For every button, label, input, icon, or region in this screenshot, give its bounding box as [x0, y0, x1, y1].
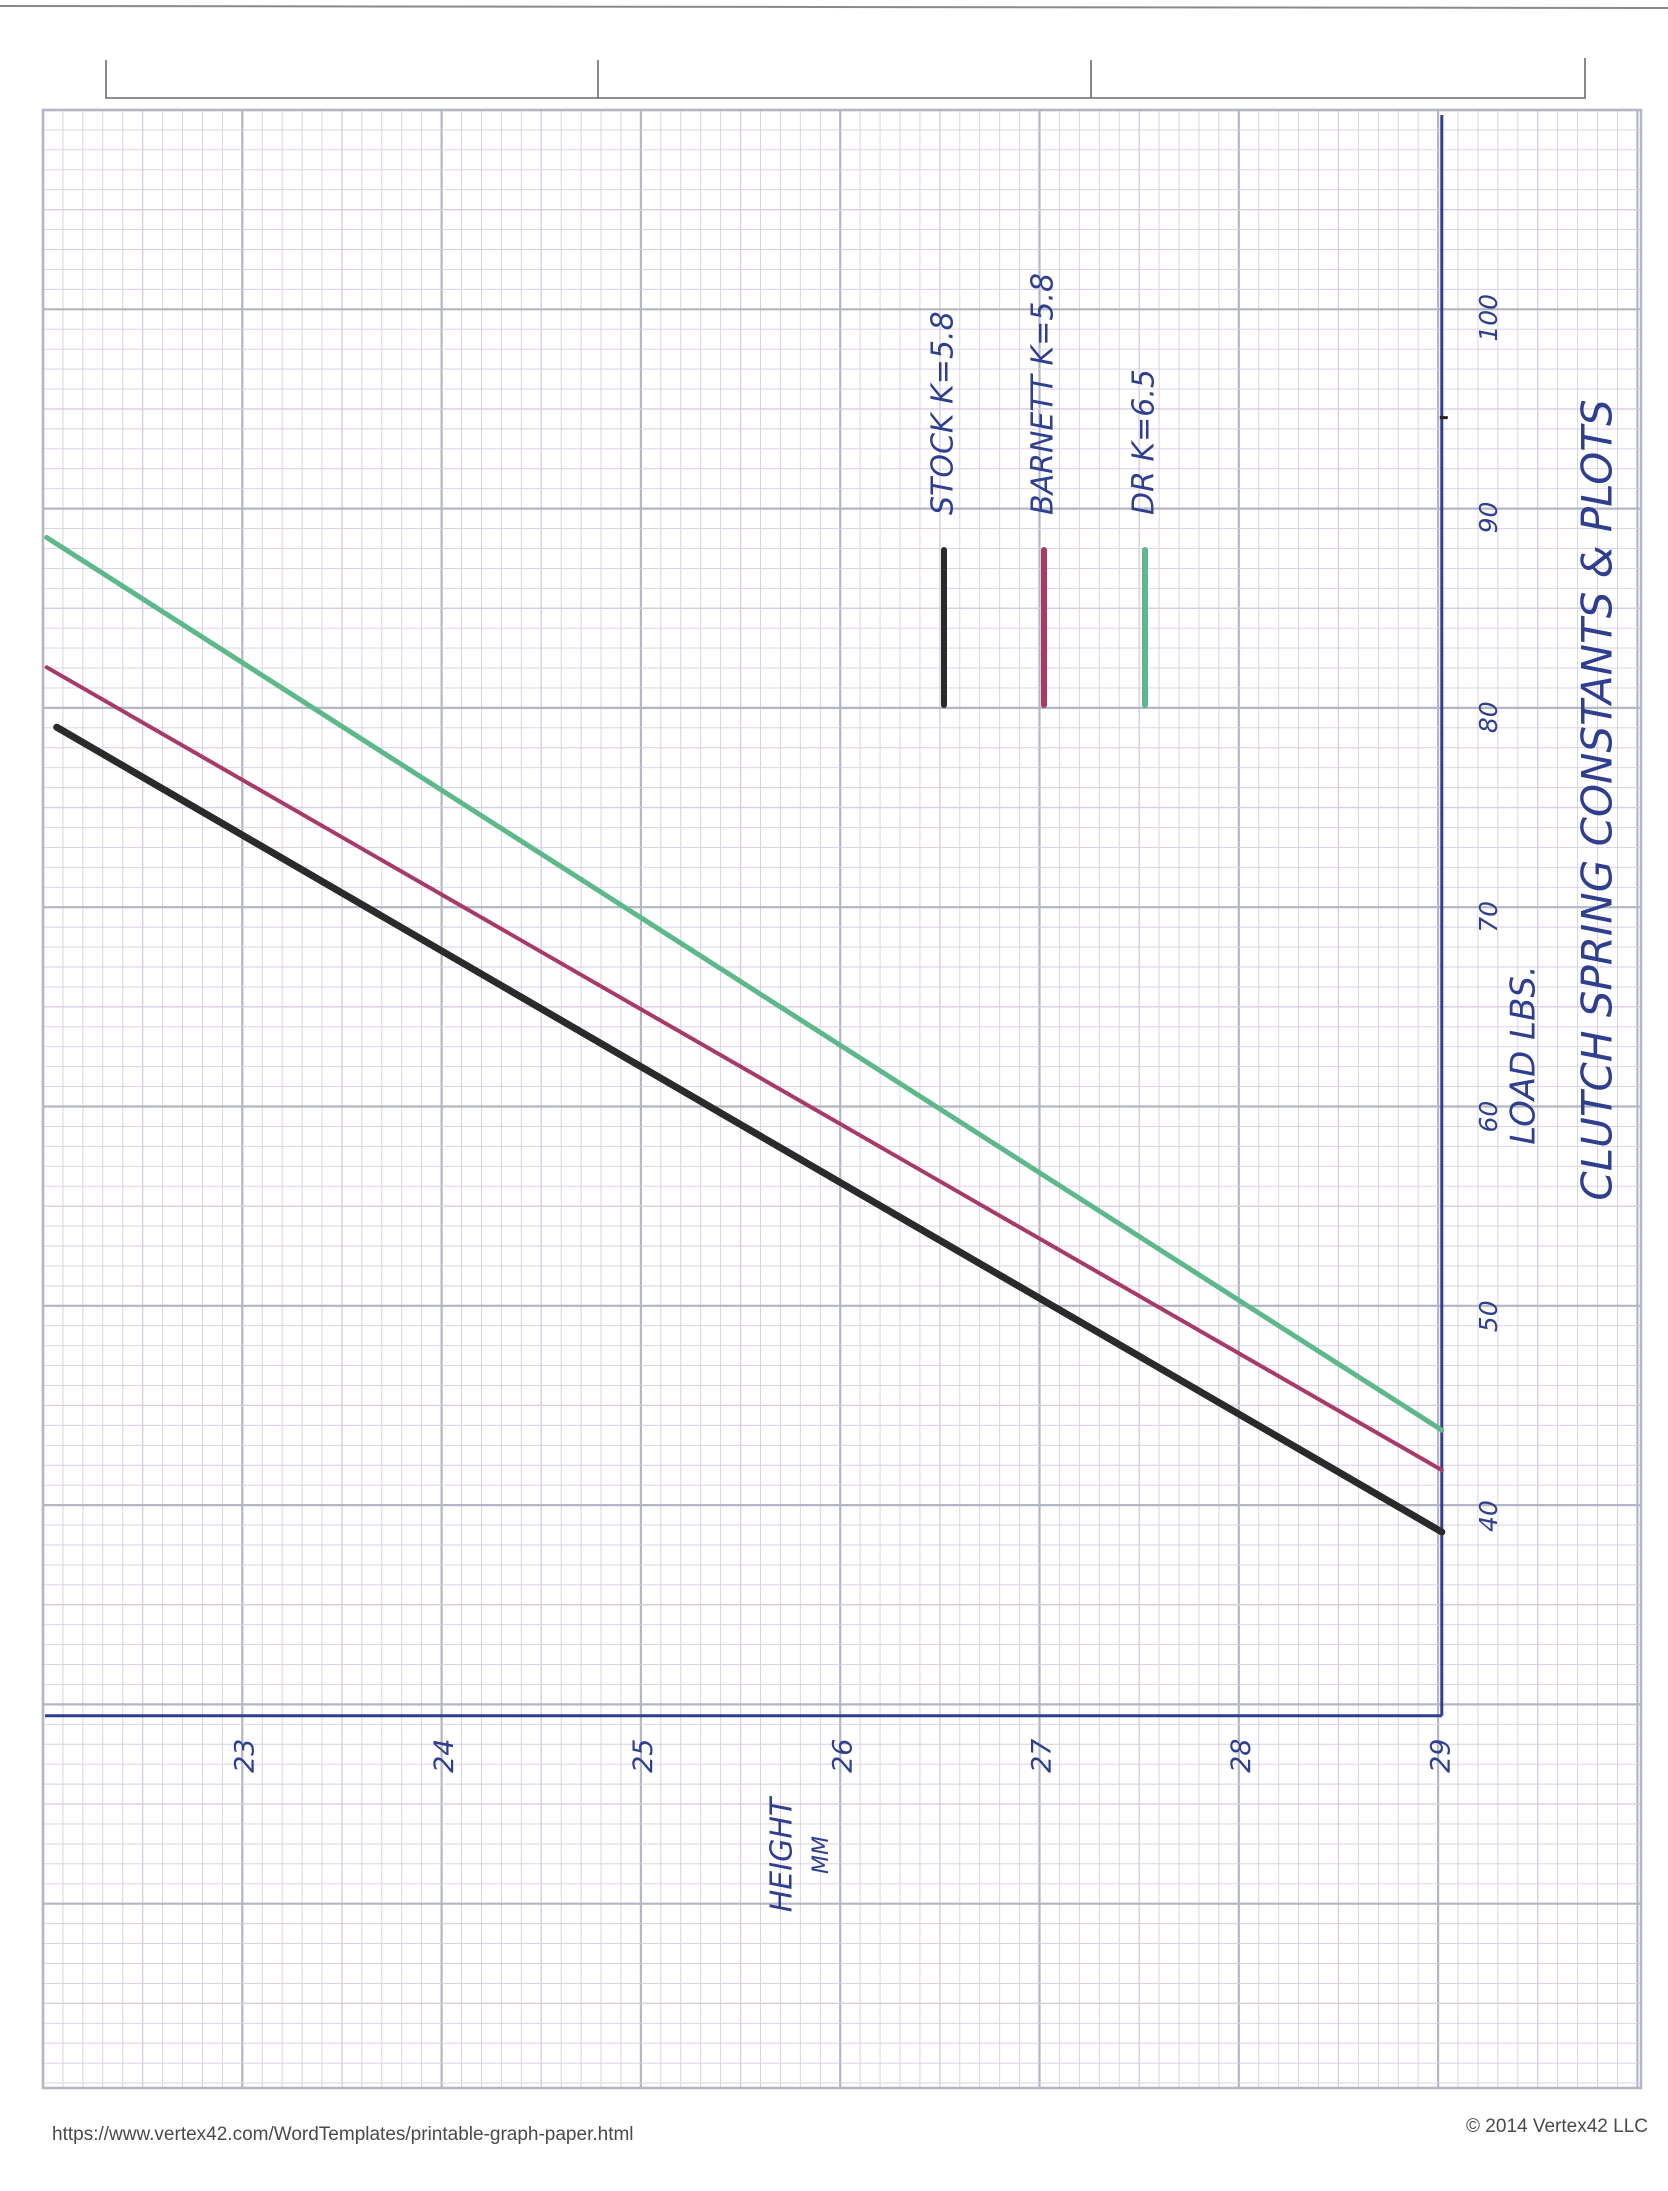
y-axis-label: LOAD LBS. — [1504, 965, 1544, 1145]
legend: STOCK K=5.8 BARNETT K=5.8 DR K=6.5 — [926, 273, 1162, 708]
copyright-notice: © 2014 Vertex42 LLC — [1466, 2116, 1648, 2137]
y-tick-label: 60 — [1474, 1101, 1503, 1133]
y-tick-label: 100 — [1474, 294, 1503, 342]
header-bracket — [105, 58, 1586, 99]
series-line — [53, 723, 1446, 1536]
series-line — [44, 535, 1445, 1433]
page-frame — [0, 5, 1668, 99]
x-tick-label: 25 — [628, 1739, 659, 1773]
x-tick-label: 28 — [1226, 1739, 1257, 1773]
y-tick-label: 70 — [1474, 901, 1503, 933]
x-tick-label: 23 — [230, 1739, 261, 1773]
tick-labels: 23 24 25 26 27 28 29 40 50 60 70 80 90 100 — [230, 294, 1503, 1773]
x-tick-label: 27 — [1027, 1739, 1058, 1773]
scan-edge — [0, 5, 1668, 9]
x-tick-label: 26 — [827, 1739, 858, 1773]
series-line — [44, 665, 1444, 1473]
x-tick-label: 24 — [429, 1739, 460, 1773]
x-axis-unit: MM — [809, 1836, 834, 1874]
chart-title: CLUTCH SPRING CONSTANTS & PLOTS — [1573, 399, 1622, 1200]
y-tick-label: 80 — [1474, 701, 1503, 733]
graph-paper-grid — [41, 108, 1643, 2090]
legend-label: BARNETT K=5.8 — [1026, 273, 1061, 515]
legend-label: STOCK K=5.8 — [926, 311, 961, 515]
source-url[interactable]: https://www.vertex42.com/WordTemplates/p… — [52, 2124, 634, 2145]
y-tick-label: 90 — [1474, 502, 1503, 534]
x-tick-label: 29 — [1425, 1739, 1456, 1773]
x-axis-label: HEIGHT — [765, 1795, 800, 1912]
grid-border — [41, 108, 1643, 2090]
axis-labels: HEIGHT MM LOAD LBS. CLUTCH SPRING CONSTANTS… — [765, 399, 1622, 1912]
series-lines — [44, 535, 1446, 1536]
axes — [45, 115, 1448, 1718]
legend-label: DR K=6.5 — [1127, 369, 1162, 515]
y-tick-label: 40 — [1474, 1500, 1503, 1532]
y-tick-label: 50 — [1474, 1300, 1503, 1332]
